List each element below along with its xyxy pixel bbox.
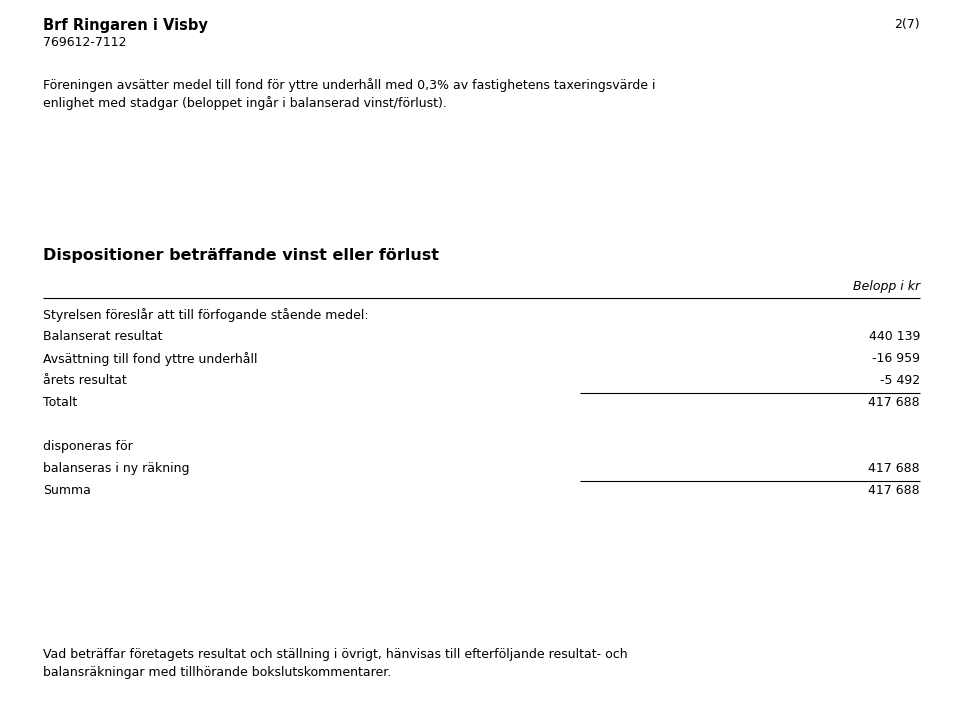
Text: Styrelsen föreslår att till förfogande stående medel:: Styrelsen föreslår att till förfogande s…: [43, 308, 369, 322]
Text: Avsättning till fond yttre underhåll: Avsättning till fond yttre underhåll: [43, 352, 257, 366]
Text: 417 688: 417 688: [869, 484, 920, 497]
Text: Summa: Summa: [43, 484, 91, 497]
Text: årets resultat: årets resultat: [43, 374, 127, 387]
Text: 2(7): 2(7): [895, 18, 920, 31]
Text: 769612-7112: 769612-7112: [43, 36, 127, 49]
Text: Belopp i kr: Belopp i kr: [852, 280, 920, 293]
Text: -16 959: -16 959: [872, 352, 920, 365]
Text: Totalt: Totalt: [43, 396, 77, 409]
Text: Balanserat resultat: Balanserat resultat: [43, 330, 162, 343]
Text: balansräkningar med tillhörande bokslutskommentarer.: balansräkningar med tillhörande boksluts…: [43, 666, 392, 679]
Text: Vad beträffar företagets resultat och ställning i övrigt, hänvisas till efterföl: Vad beträffar företagets resultat och st…: [43, 648, 628, 661]
Text: Brf Ringaren i Visby: Brf Ringaren i Visby: [43, 18, 208, 33]
Text: 417 688: 417 688: [869, 462, 920, 475]
Text: Dispositioner beträffande vinst eller förlust: Dispositioner beträffande vinst eller fö…: [43, 248, 439, 263]
Text: enlighet med stadgar (beloppet ingår i balanserad vinst/förlust).: enlighet med stadgar (beloppet ingår i b…: [43, 96, 446, 110]
Text: 440 139: 440 139: [869, 330, 920, 343]
Text: -5 492: -5 492: [880, 374, 920, 387]
Text: balanseras i ny räkning: balanseras i ny räkning: [43, 462, 189, 475]
Text: 417 688: 417 688: [869, 396, 920, 409]
Text: disponeras för: disponeras för: [43, 440, 132, 453]
Text: Föreningen avsätter medel till fond för yttre underhåll med 0,3% av fastighetens: Föreningen avsätter medel till fond för …: [43, 78, 656, 92]
